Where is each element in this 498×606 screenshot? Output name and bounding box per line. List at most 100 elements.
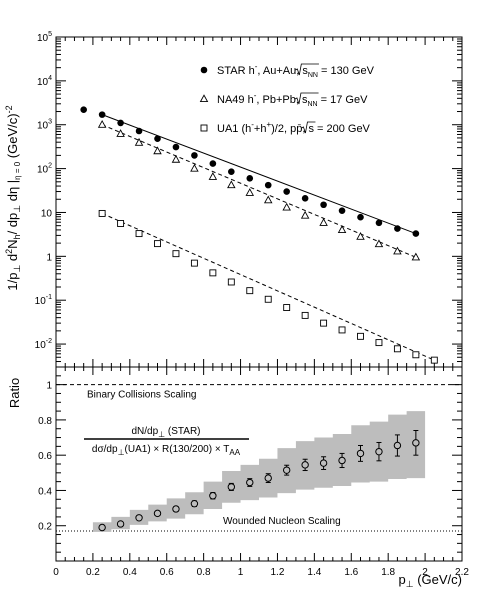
bottom-y-tick-label: 0.8 bbox=[38, 416, 52, 427]
ua1-data-point bbox=[135, 230, 143, 238]
y-tick-exponent: 4 bbox=[48, 75, 52, 82]
star-data-point bbox=[80, 106, 87, 114]
fraction-text: (UA1) × R(130/200) × T bbox=[125, 444, 230, 455]
top-plot-frame bbox=[55, 36, 463, 368]
ratio-data-point bbox=[319, 459, 328, 467]
y-tick-base: 10 bbox=[35, 296, 47, 307]
y-tick-base: 10 bbox=[37, 33, 49, 44]
star-data-point bbox=[320, 201, 327, 209]
legend-text: UA1 (h bbox=[217, 123, 251, 135]
ratio-data-point bbox=[190, 499, 199, 508]
top-y-tick-label: 104 bbox=[37, 75, 52, 88]
bottom-y-axis-label: Ratio bbox=[7, 378, 22, 408]
fraction-text: (STAR) bbox=[165, 426, 200, 437]
star-data-point bbox=[412, 230, 420, 237]
na49-data-point bbox=[374, 239, 384, 248]
ua1-data-point bbox=[117, 220, 125, 227]
bottom-x-tick-label: 0.6 bbox=[160, 567, 174, 578]
ua1-data-point bbox=[227, 278, 235, 286]
bottom-x-tick-label: 0.8 bbox=[197, 567, 211, 578]
ua1-fit-line bbox=[101, 212, 435, 361]
y-tick-exponent: -1 bbox=[46, 294, 52, 301]
star-data-point bbox=[283, 188, 290, 195]
ratio-data-point bbox=[135, 514, 143, 522]
legend-text: , Pb+Pb, bbox=[256, 94, 302, 106]
legend-root-sub: NN bbox=[307, 101, 317, 108]
na49-data-point bbox=[263, 195, 273, 204]
legend-text: = 17 GeV bbox=[318, 94, 369, 106]
y-tick-exponent: 3 bbox=[48, 119, 52, 126]
ratio-data-point bbox=[393, 441, 402, 450]
bottom-x-tick-label: 0.4 bbox=[123, 567, 137, 578]
fraction-sub: ⊥ bbox=[158, 430, 165, 439]
legend-text: )/2, pp̄, bbox=[271, 123, 308, 135]
bottom-y-tick-label: 1 bbox=[46, 381, 52, 392]
ratio-data-point bbox=[153, 509, 162, 518]
na49-fit-line bbox=[101, 124, 417, 258]
ylabel-part: (GeV/c) bbox=[5, 113, 20, 161]
top-y-tick-label: 105 bbox=[37, 31, 52, 44]
legend-sup: + bbox=[266, 120, 271, 129]
legend-text: = 200 GeV bbox=[314, 123, 371, 135]
ua1-data-point bbox=[98, 209, 106, 217]
bottom-x-axis-label: p⊥ (GeV/c) bbox=[399, 572, 462, 589]
fraction-denominator: dσ/dp⊥(UA1) × R(130/200) × TAA bbox=[92, 444, 241, 457]
na49-data-point bbox=[393, 246, 402, 255]
ua1-data-point bbox=[430, 356, 438, 364]
ua1-data-point bbox=[264, 295, 272, 303]
na49-data-point bbox=[208, 172, 218, 180]
y-tick-exponent: -2 bbox=[46, 338, 52, 345]
ylabel-part: dη | bbox=[5, 180, 20, 205]
sqrt-sign bbox=[301, 121, 316, 134]
ratio-data-point bbox=[172, 505, 180, 513]
bottom-y-tick-label: 0.4 bbox=[38, 486, 52, 497]
star-legend-label: STAR h-, Au+Au, sNN = 130 GeV bbox=[217, 62, 375, 79]
ylabel-sup: -2 bbox=[4, 105, 14, 113]
ylabel-sub: ⊥ bbox=[12, 265, 22, 273]
star-data-point bbox=[209, 160, 217, 167]
ua1-data-point bbox=[320, 319, 328, 327]
bottom-x-tick-label: 2.2 bbox=[455, 567, 469, 578]
star-data-point bbox=[191, 152, 198, 159]
na49-data-point bbox=[153, 146, 162, 155]
na49-data-point bbox=[411, 252, 421, 261]
legend-text: +h bbox=[254, 123, 267, 135]
ua1-data-point bbox=[246, 287, 254, 295]
sqrt-sign bbox=[294, 92, 319, 105]
bottom-x-tick-label: 1 bbox=[238, 567, 244, 578]
na49-data-point bbox=[356, 231, 365, 240]
ua1-data-point bbox=[301, 311, 309, 319]
legend-text: = 130 GeV bbox=[318, 65, 375, 77]
star-data-point bbox=[357, 213, 364, 221]
ylabel-sub: η = 0 bbox=[13, 161, 22, 180]
legend-sup: - bbox=[254, 91, 257, 100]
bottom-ratio-panel: 0 0.2 0.4 0.6 0.8 1 1.2 1.4 1.6 1.8 2 2.2 0.2 0.4 0.6 0… bbox=[7, 366, 469, 589]
ylabel-part: d bbox=[5, 254, 20, 265]
ratio-data-point bbox=[301, 461, 309, 469]
star-data-point bbox=[375, 219, 383, 227]
ylabel-sub: ⊥ bbox=[12, 205, 22, 213]
na49-data-point bbox=[190, 163, 199, 172]
y-tick-base: 1 bbox=[46, 252, 52, 263]
legend-root-base: s bbox=[302, 65, 308, 77]
star-data-point bbox=[154, 135, 161, 143]
na49-data-point bbox=[134, 137, 144, 146]
na49-data-point bbox=[337, 225, 347, 233]
legend-text: , Au+Au, bbox=[257, 65, 302, 77]
bottom-y-tick-label: 0.2 bbox=[38, 522, 52, 533]
top-y-tick-label: 10-2 bbox=[35, 338, 52, 351]
ylabel-part: 1/p bbox=[5, 273, 20, 291]
na49-legend-label: NA49 h-, Pb+Pb, sNN = 17 GeV bbox=[217, 91, 368, 108]
bottom-x-tick-label: 0.2 bbox=[86, 567, 100, 578]
ua1-legend-marker bbox=[200, 124, 208, 132]
reference-line-label: Binary Collisions Scaling bbox=[87, 390, 197, 401]
top-y-tick-label: 1 bbox=[46, 252, 52, 263]
legend-root-sub: NN bbox=[308, 72, 318, 79]
star-data-point bbox=[394, 225, 401, 232]
ua1-data-point bbox=[357, 332, 364, 340]
na49-data-point bbox=[319, 218, 328, 226]
ua1-legend-label: UA1 (h-+h+)/2, pp̄, s = 200 GeV bbox=[217, 120, 371, 135]
ua1-data-point bbox=[190, 259, 198, 267]
